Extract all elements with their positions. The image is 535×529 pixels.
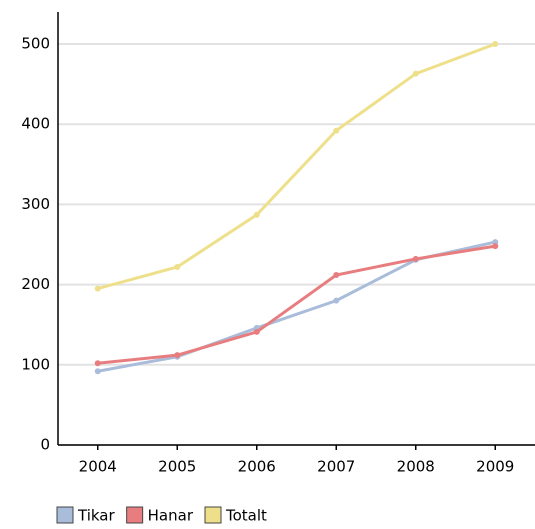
legend-label: Hanar [148,507,194,525]
data-point [333,271,340,278]
x-tick-label: 2007 [317,458,355,476]
data-point [412,255,419,262]
y-tick-label: 400 [21,115,50,133]
data-point [333,297,340,304]
x-tick-label: 2008 [397,458,435,476]
legend-swatch [126,506,144,524]
data-point [174,263,181,270]
x-tick-label: 2004 [79,458,117,476]
x-tick-label: 2005 [158,458,196,476]
x-tick-label: 2009 [476,458,514,476]
legend-swatch [56,506,74,524]
y-tick-label: 0 [40,436,50,454]
series-line [97,244,496,365]
data-point [253,328,260,335]
data-point [492,41,499,47]
legend-label: Tikar [77,507,115,525]
data-point [94,285,101,292]
data-point [174,352,181,359]
series-line [97,42,496,291]
series-line [97,240,496,373]
y-tick-label: 100 [21,355,50,373]
y-tick-label: 500 [21,35,50,53]
data-point [333,127,340,134]
data-point [412,70,419,77]
x-tick-label: 2006 [238,458,276,476]
legend-label: Totalt [225,507,267,525]
y-tick-label: 200 [21,275,50,293]
data-point [94,360,101,367]
data-point [94,368,101,375]
data-point [253,211,260,218]
y-tick-label: 300 [21,195,50,213]
legend-swatch [204,506,222,524]
data-point [492,243,499,250]
